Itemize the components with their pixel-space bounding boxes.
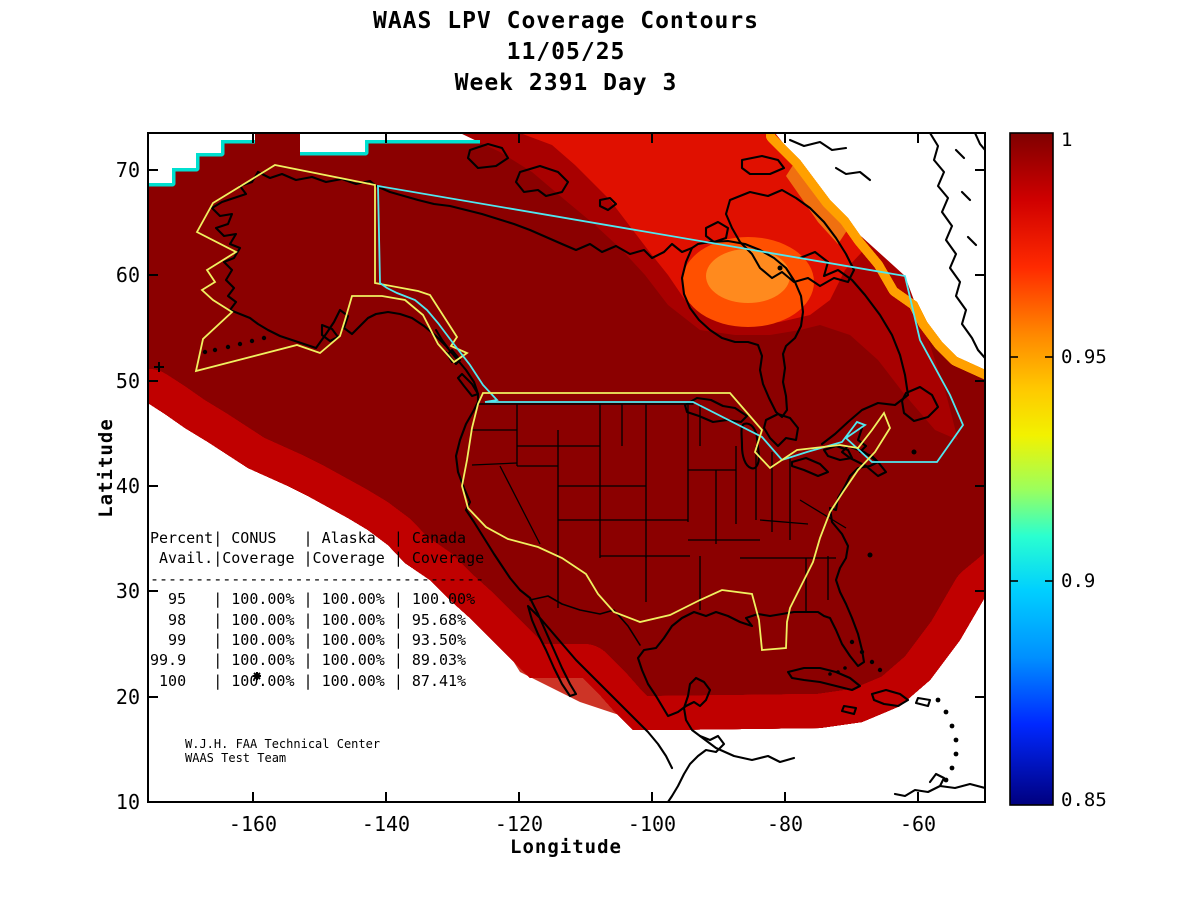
y-tick-label: 40 [115,474,140,498]
x-tick-label: -60 [899,812,937,836]
island-king-william [598,196,618,212]
y-tick-label: 30 [115,579,140,603]
coast-venezuela [893,772,985,798]
y-tick-label: 60 [115,263,140,287]
coverage-table: Percent| CONUS | Alaska | Canada Avail.|… [150,529,485,690]
colorbar-tick-label: 0.9 [1061,570,1096,592]
chart-date: 11/05/25 [506,39,626,65]
coast-cuba [786,666,862,692]
chart-week-day: Week 2391 Day 3 [454,70,678,96]
colorbar-ticks [1010,356,1053,582]
x-tick-label: -100 [627,812,677,836]
coast-vancouver-island [456,372,480,398]
coast-hispaniola [870,688,910,708]
colorbar-frame [1009,132,1054,806]
coast-greenland [928,133,985,360]
island-ellesmere-coast [788,138,872,182]
y-axis-label: Latitude [95,418,117,518]
credit-line2: WAAS Test Team [185,751,287,765]
x-tick-label: -120 [494,812,544,836]
state-borders [471,404,847,612]
coast-hudson-bay [680,239,805,419]
colorbar [1010,133,1053,805]
colorbar-tick-label: 1 [1061,129,1073,151]
lake-erie [790,456,830,478]
anomaly-core [706,249,790,303]
island-devon [740,154,786,176]
colorbar-tick-label: 0.95 [1061,346,1107,368]
canada-boundary [377,184,965,463]
conus-boundary [461,392,892,651]
y-tick-label: 10 [115,790,140,814]
coast-jamaica [840,704,858,716]
border-us-mexico [529,595,641,646]
x-axis-label: Longitude [510,836,622,858]
lake-huron [762,412,800,448]
map-area [148,133,985,802]
axis-ticks [148,133,985,803]
coast-kodiak [320,323,340,343]
y-tick-label: 70 [115,158,140,182]
y-tick-label: 20 [115,685,140,709]
station-markers [154,362,261,680]
fringe-bands-northwest [148,136,480,187]
anomaly-ne-strip [786,162,850,244]
coast-s-mexico [698,734,796,764]
coast-arctic-mainland [256,170,694,260]
credit-line1: W.J.H. FAA Technical Center [185,737,381,751]
x-tick-label: -140 [361,812,411,836]
island-southampton [704,220,730,244]
chart-title: WAAS LPV Coverage Contours [372,8,760,34]
coast-west [454,400,674,770]
lake-superior [683,396,749,424]
coast-labrador [798,250,910,446]
coast-newfoundland [900,385,940,423]
island-victoria [514,164,570,198]
coastlines [210,133,985,802]
coast-alaska [210,170,480,404]
colorbar-tick-label: 0.85 [1061,789,1107,811]
coast-puerto-rico [914,696,932,708]
lake-michigan [740,422,761,470]
y-tick-label: 50 [115,369,140,393]
x-tick-label: -160 [228,812,278,836]
x-tick-label: -80 [766,812,804,836]
island-dots [202,265,959,783]
alaska-boundary [194,164,469,373]
coast-nova-scotia [840,444,888,478]
island-banks [466,142,510,170]
credit-text: W.J.H. FAA Technical Center WAAS Test Te… [185,737,380,765]
coast-east-gulf [636,426,880,802]
plot-frame [147,132,986,803]
